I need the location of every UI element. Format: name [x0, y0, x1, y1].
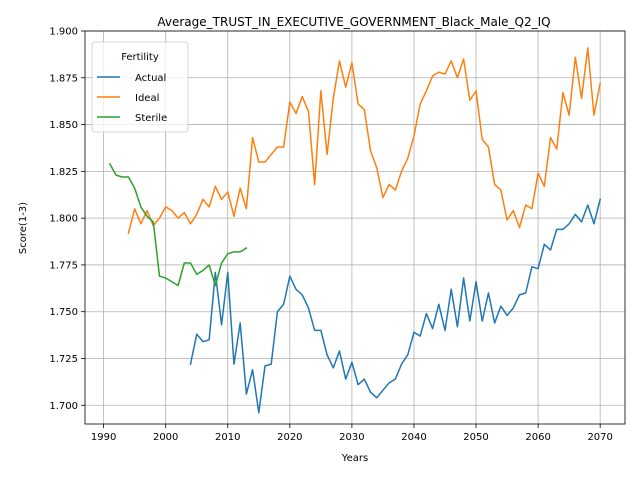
x-tick-label: 2040: [401, 432, 426, 443]
y-tick-label: 1.850: [49, 120, 78, 131]
x-tick-label: 2050: [463, 432, 488, 443]
legend-label-sterile: Sterile: [135, 113, 167, 124]
x-tick-label: 1990: [91, 432, 116, 443]
y-axis-label: Score(1-3): [18, 202, 29, 254]
x-axis-label: Years: [341, 453, 368, 464]
y-tick-label: 1.700: [49, 401, 78, 412]
x-tick-label: 2070: [587, 432, 612, 443]
y-axis-ticks: 1.700 1.725 1.750 1.775 1.800 1.825 1.850 1.875…: [49, 27, 85, 412]
legend-label-actual: Actual: [135, 73, 166, 84]
x-tick-label: 2030: [339, 432, 364, 443]
x-tick-label: 2060: [525, 432, 550, 443]
y-tick-label: 1.875: [49, 73, 78, 84]
plot-frame: [84, 30, 626, 425]
y-tick-label: 1.825: [49, 167, 78, 178]
y-tick-label: 1.900: [49, 27, 78, 38]
x-axis-ticks: 1990 2000 2010 2020 2030 2040 2050 2060 2070: [91, 424, 613, 443]
y-tick-label: 1.725: [49, 354, 78, 365]
grid: [85, 30, 625, 424]
legend-box: [91, 41, 189, 133]
x-tick-label: 2000: [153, 432, 178, 443]
y-tick-label: 1.775: [49, 260, 78, 271]
series-line-ideal: [127, 47, 602, 235]
legend-title: Fertility: [121, 52, 159, 63]
legend-label-ideal: Ideal: [135, 93, 159, 104]
x-tick-label: 2020: [277, 432, 302, 443]
series-line-actual: [189, 198, 602, 414]
legend: Fertility Actual Ideal Sterile: [91, 41, 189, 133]
series-lines: [108, 47, 602, 414]
series-line-sterile: [108, 162, 248, 287]
x-tick-label: 2010: [215, 432, 240, 443]
chart-title: Average_TRUST_IN_EXECUTIVE_GOVERNMENT_Bl…: [157, 15, 550, 29]
y-tick-label: 1.750: [49, 307, 78, 318]
y-tick-label: 1.800: [49, 214, 78, 225]
